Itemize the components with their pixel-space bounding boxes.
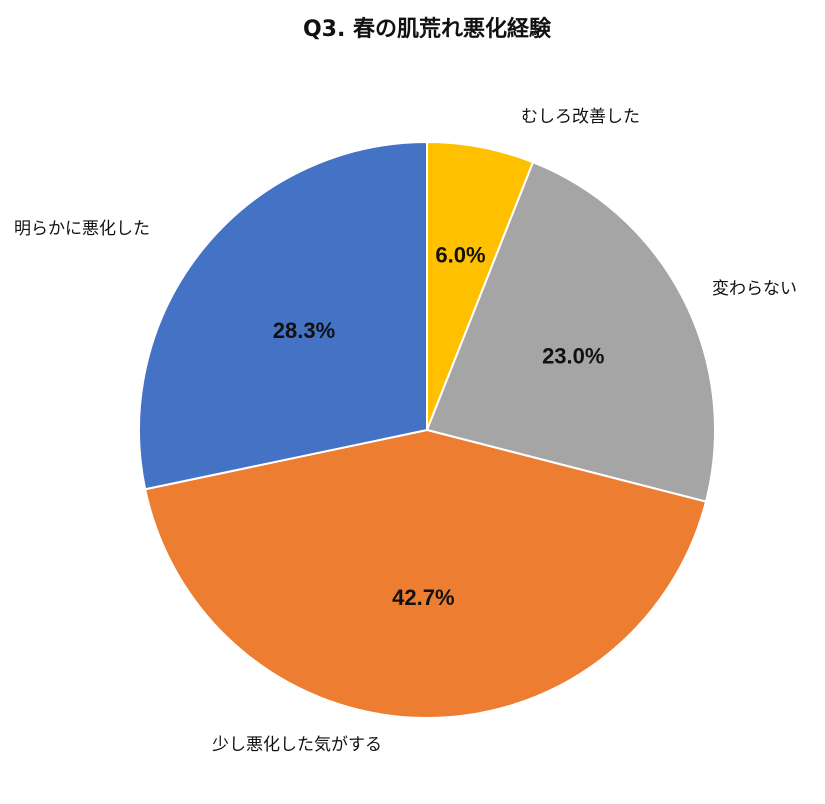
pie-slice bbox=[138, 140, 428, 491]
category-label: 明らかに悪化した bbox=[14, 219, 150, 239]
data-label: 42.7% bbox=[392, 585, 454, 610]
data-label: 23.0% bbox=[542, 343, 604, 368]
pie-slices bbox=[138, 140, 716, 719]
data-label: 28.3% bbox=[273, 318, 335, 343]
data-label: 6.0% bbox=[435, 243, 485, 268]
pie-slice bbox=[143, 428, 708, 719]
pie-slice bbox=[425, 160, 716, 503]
category-label: 変わらない bbox=[712, 279, 797, 299]
pie-data-labels: 6.0% 23.0% 42.7% 28.3% bbox=[273, 243, 605, 610]
chart-title: Q3. 春の肌荒れ悪化経験 bbox=[303, 16, 552, 42]
category-label: むしろ改善した bbox=[521, 107, 640, 127]
category-label: 少し悪化した気がする bbox=[212, 735, 382, 755]
